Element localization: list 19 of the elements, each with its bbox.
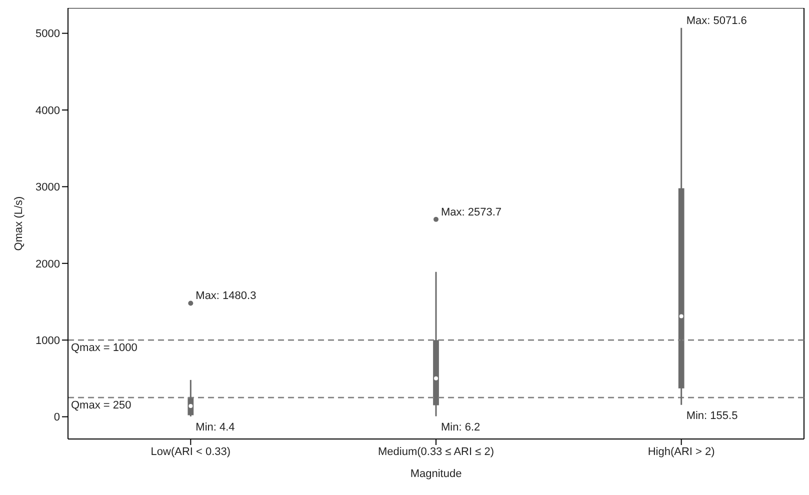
ref-line-label: Qmax = 250 bbox=[71, 399, 132, 412]
annotation: Min: 4.4 bbox=[196, 421, 235, 434]
annotation: Min: 155.5 bbox=[686, 410, 738, 422]
y-tick-label: 0 bbox=[54, 412, 60, 424]
x-axis-title: Magnitude bbox=[410, 468, 462, 480]
annotation: Min: 6.2 bbox=[441, 421, 480, 434]
y-tick-label: 5000 bbox=[36, 28, 60, 40]
y-tick-label: 2000 bbox=[36, 258, 60, 270]
annotation: Max: 1480.3 bbox=[196, 290, 256, 302]
x-tick-label: Low(ARI < 0.33) bbox=[150, 446, 231, 458]
y-axis-title: Qmax (L/s) bbox=[12, 196, 25, 251]
y-tick-label: 1000 bbox=[36, 334, 60, 347]
y-tick-label: 4000 bbox=[36, 104, 60, 117]
ref-line-label: Qmax = 1000 bbox=[71, 342, 138, 354]
y-tick-label: 3000 bbox=[36, 182, 60, 194]
annotation: Max: 5071.6 bbox=[686, 14, 747, 27]
x-tick-label: Medium(0.33 ≤ ARI ≤ 2) bbox=[378, 446, 494, 458]
annotation: Max: 2573.7 bbox=[441, 206, 502, 218]
x-tick-label: High(ARI > 2) bbox=[648, 446, 715, 458]
